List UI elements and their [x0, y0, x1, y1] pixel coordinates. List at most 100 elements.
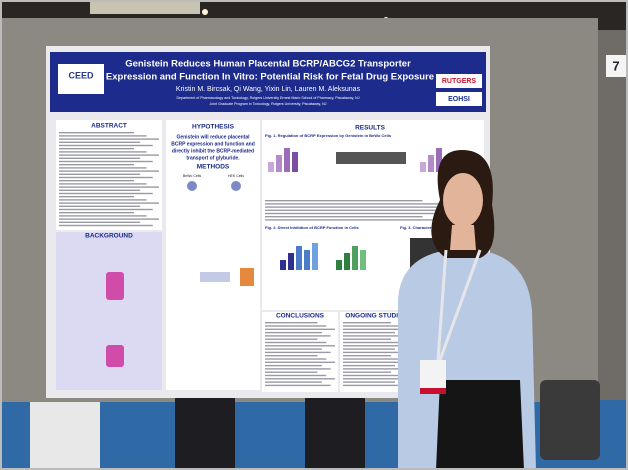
middle-panel	[166, 120, 260, 390]
booth-number: 7	[612, 58, 619, 73]
section-header: HYPOTHESIS	[192, 124, 235, 131]
text-line	[59, 151, 147, 153]
text-line	[265, 331, 322, 334]
affiliation: Department of Pharmacology and Toxicolog…	[176, 96, 359, 100]
text-line	[265, 341, 327, 344]
light	[202, 9, 208, 15]
section-header: CONCLUSIONS	[276, 313, 325, 320]
logo-left: CEED	[68, 70, 94, 80]
text-line	[343, 361, 407, 363]
chair	[540, 380, 600, 460]
text-line	[265, 348, 322, 350]
section-header: METHODS	[197, 164, 230, 171]
text-line	[59, 144, 153, 147]
figure-bar	[296, 246, 302, 270]
table	[30, 402, 100, 470]
figure-bar	[276, 155, 282, 172]
figure-caption: Fig. 1. Regulation of BCRP Expression by…	[265, 133, 392, 138]
text-line	[343, 338, 391, 340]
logo-box	[436, 74, 482, 88]
section-header: ONGOING STUDIES	[345, 313, 407, 320]
figure-bar	[428, 155, 434, 172]
section-header: ABSTRACT	[91, 123, 127, 130]
text-line	[265, 374, 327, 377]
text-line	[59, 154, 159, 156]
diagram	[240, 268, 254, 286]
text-line	[59, 180, 134, 182]
text-line	[343, 341, 399, 344]
text-line	[343, 345, 407, 347]
text-line	[265, 355, 318, 357]
text-line	[59, 167, 147, 169]
text-line	[265, 358, 327, 360]
text-line	[265, 322, 318, 324]
logo-box	[58, 64, 104, 94]
text-line	[343, 351, 403, 354]
poster-title: Genistein Reduces Human Placental BCRP/A…	[125, 59, 411, 70]
text-line	[265, 345, 335, 347]
text-line	[59, 224, 153, 227]
booth-sign	[606, 55, 626, 77]
pants	[436, 380, 524, 470]
text-line	[265, 371, 318, 373]
figure-bar	[280, 260, 286, 270]
text-line	[265, 328, 335, 330]
text-line	[265, 209, 436, 211]
hypothesis-text: directly inhibit the BCRP-mediated	[172, 148, 254, 154]
text-line	[59, 160, 153, 163]
text-line	[343, 322, 391, 324]
figure-bar	[436, 148, 442, 172]
text-line	[265, 216, 423, 218]
text-line	[343, 348, 395, 350]
text-line	[343, 381, 395, 383]
figure-bar	[344, 253, 350, 270]
legs	[175, 395, 235, 470]
text-line	[343, 374, 399, 377]
figure-bar	[284, 148, 290, 172]
text-line	[265, 203, 449, 205]
lanyard	[436, 249, 482, 361]
text-line	[265, 206, 475, 208]
cell-icon	[231, 181, 241, 191]
text-line	[59, 164, 134, 166]
text-line	[59, 148, 134, 150]
text-line	[343, 355, 391, 357]
diagram	[106, 345, 124, 367]
text-line	[59, 189, 141, 191]
text-line	[343, 371, 391, 373]
text-line	[265, 212, 462, 215]
text-line	[59, 205, 141, 207]
diagram	[106, 272, 124, 300]
text-line	[265, 335, 331, 337]
text-line	[265, 361, 335, 363]
logo-right-top: RUTGERS	[442, 78, 477, 85]
text-line	[343, 368, 403, 370]
figure-bar	[360, 250, 366, 270]
text-line	[265, 384, 331, 387]
poster-header	[50, 52, 486, 112]
text-line	[59, 202, 159, 204]
text-line	[59, 157, 141, 159]
diagram	[200, 272, 230, 282]
text-line	[343, 378, 407, 380]
figure-bar	[352, 246, 358, 270]
text-line	[343, 384, 403, 387]
neck	[450, 225, 476, 250]
figure-caption: Fig. 2. Direct Inhibition of BCRP Functi…	[265, 225, 359, 230]
cell-icon	[187, 181, 197, 191]
text-line	[59, 135, 147, 137]
figure-bar	[420, 162, 426, 172]
hypothesis-text: Genistein will reduce placental	[176, 134, 250, 140]
badge-stripe	[420, 388, 446, 394]
text-line	[59, 141, 141, 143]
method-label: HEK Cells	[228, 174, 244, 178]
text-line	[59, 212, 134, 214]
next-board	[598, 30, 628, 400]
text-line	[265, 368, 331, 370]
affiliation: Joint Graduate Program in Toxicology, Ru…	[210, 102, 327, 106]
text-line	[59, 196, 134, 198]
text-line	[59, 132, 134, 134]
